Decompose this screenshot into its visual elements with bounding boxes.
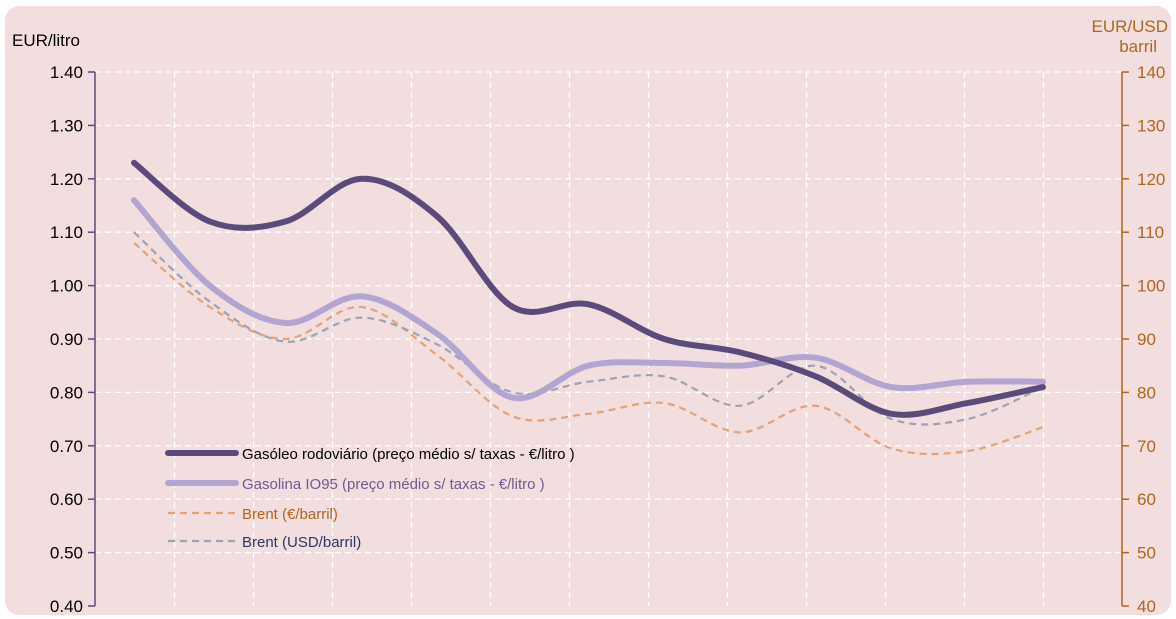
right-tick-label: 50 bbox=[1137, 544, 1156, 563]
left-tick-label: 0.80 bbox=[50, 383, 83, 402]
right-tick-label: 130 bbox=[1137, 116, 1165, 135]
right-tick-label: 140 bbox=[1137, 63, 1165, 82]
right-tick-label: 60 bbox=[1137, 490, 1156, 509]
series-layer bbox=[131, 159, 1046, 456]
series-line-0 bbox=[131, 159, 1046, 418]
legend: Gasóleo rodoviário (preço médio s/ taxas… bbox=[165, 446, 575, 551]
right-tick-label: 70 bbox=[1137, 437, 1156, 456]
grid-layer bbox=[95, 71, 1122, 606]
legend-label-2: Brent (€/barril) bbox=[242, 506, 338, 523]
right-tick-label: 80 bbox=[1137, 383, 1156, 402]
right-tick-label: 110 bbox=[1137, 223, 1164, 242]
left-tick-label: 1.00 bbox=[50, 277, 83, 296]
left-tick-label: 1.40 bbox=[50, 63, 83, 82]
chart-background bbox=[5, 6, 1171, 615]
left-tick-label: 0.40 bbox=[50, 597, 83, 616]
axis-layer: EUR/litro EUR/USD barril 0.40 0.50 0.60 0.7… bbox=[12, 17, 1168, 616]
right-axis-title-line1: EUR/USD bbox=[1091, 17, 1168, 36]
left-tick-label: 0.90 bbox=[50, 330, 83, 349]
right-tick-label: 100 bbox=[1137, 277, 1165, 296]
left-tick-label: 0.70 bbox=[50, 437, 83, 456]
right-tick-label: 120 bbox=[1137, 170, 1165, 189]
left-tick-label: 1.30 bbox=[50, 116, 83, 135]
right-tick-label: 40 bbox=[1137, 597, 1156, 616]
left-tick-label: 1.10 bbox=[50, 223, 83, 242]
right-tick-label: 90 bbox=[1137, 330, 1156, 349]
series-line-1 bbox=[131, 197, 1046, 402]
left-tick-label: 0.50 bbox=[50, 544, 83, 563]
series-line-3 bbox=[133, 231, 1044, 426]
left-tick-label: 0.60 bbox=[50, 490, 83, 509]
legend-label-0: Gasóleo rodoviário (preço médio s/ taxas… bbox=[242, 446, 575, 463]
legend-label-1: Gasolina IO95 (preço médio s/ taxas - €/… bbox=[242, 476, 545, 493]
left-axis-title: EUR/litro bbox=[12, 31, 80, 50]
left-tick-label: 1.20 bbox=[50, 170, 83, 189]
series-line-2 bbox=[133, 242, 1044, 456]
legend-label-3: Brent (USD/barril) bbox=[242, 534, 361, 551]
right-axis-title-line2: barril bbox=[1119, 37, 1157, 56]
